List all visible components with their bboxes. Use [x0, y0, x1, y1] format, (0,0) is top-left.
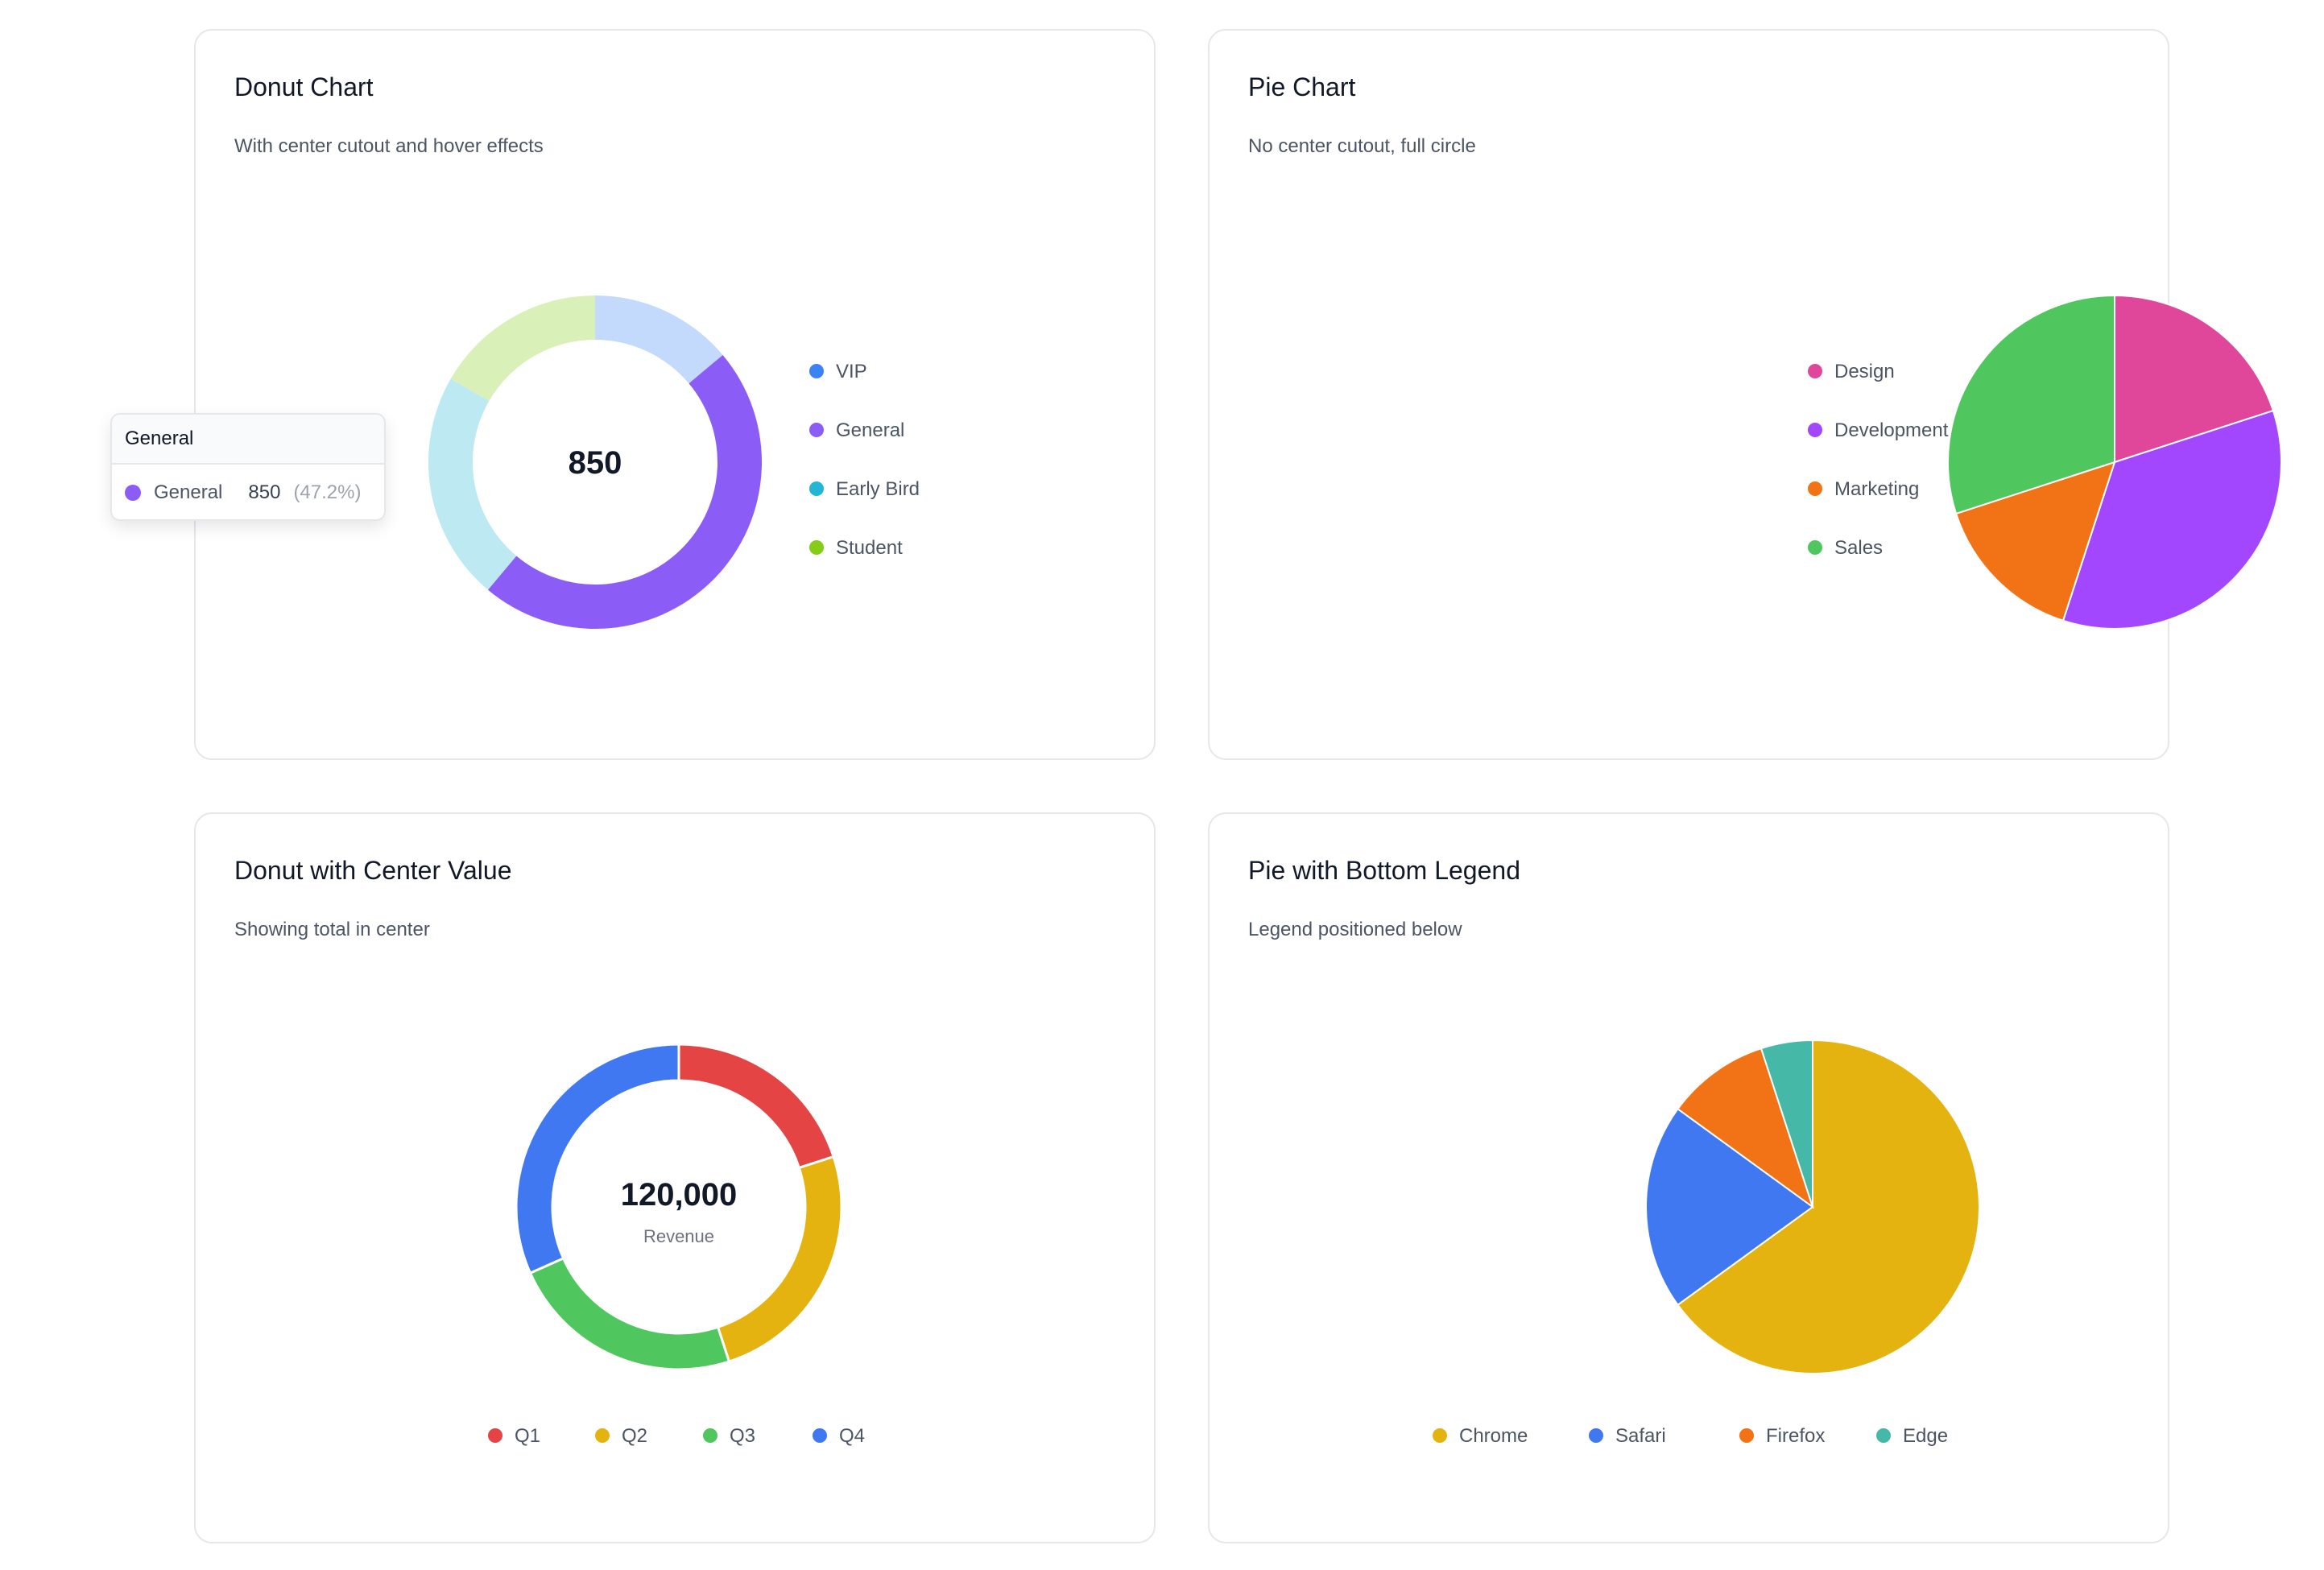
legend-swatch: [809, 481, 824, 496]
legend-swatch: [813, 1428, 827, 1443]
legend-swatch: [1808, 364, 1822, 378]
legend-item-q1[interactable]: Q1: [488, 1425, 540, 1447]
legend-label: General: [836, 419, 904, 441]
chart-subtitle: With center cutout and hover effects: [234, 135, 544, 157]
legend-label: Sales: [1834, 537, 1883, 559]
legend-item-early-bird[interactable]: Early Bird: [809, 478, 920, 500]
legend-label: Student: [836, 537, 903, 559]
slice-chrome[interactable]: [1677, 1039, 1980, 1374]
center-value: 120,000: [621, 1177, 738, 1213]
legend-item-vip[interactable]: VIP: [809, 361, 867, 382]
slice-edge[interactable]: [1760, 1039, 1813, 1208]
legend-label: Q3: [730, 1425, 755, 1447]
donut-chart-plot[interactable]: VIP General Early Bird Student 850: [196, 31, 1157, 762]
legend-label: Design: [1834, 361, 1895, 382]
chart-title: Donut Chart: [234, 72, 374, 101]
slice-q3[interactable]: [528, 1256, 731, 1371]
legend-item-edge[interactable]: Edge: [1876, 1425, 1948, 1447]
tooltip-title: General: [112, 415, 384, 465]
legend-label: Q1: [515, 1425, 540, 1447]
legend-item-firefox[interactable]: Firefox: [1739, 1425, 1825, 1447]
chart-title: Donut with Center Value: [234, 856, 512, 885]
legend-item-q2[interactable]: Q2: [595, 1425, 647, 1447]
legend-item-marketing[interactable]: Marketing: [1808, 478, 1919, 500]
chart-subtitle: Showing total in center: [234, 919, 430, 940]
legend-swatch: [1808, 481, 1822, 496]
center-value: 850: [569, 445, 622, 481]
chart-title: Pie Chart: [1248, 72, 1356, 101]
tooltip-row: General 850 (47.2%): [112, 465, 384, 519]
legend-label: VIP: [836, 361, 867, 382]
legend-label: Early Bird: [836, 478, 920, 500]
slice-development[interactable]: [2061, 409, 2282, 630]
chart-subtitle: No center cutout, full circle: [1248, 135, 1476, 157]
legend-swatch: [809, 364, 824, 378]
legend-swatch: [1589, 1428, 1603, 1443]
legend-label: Development: [1834, 419, 1949, 441]
legend-label: Q2: [622, 1425, 647, 1447]
slice-sales[interactable]: [1947, 294, 2115, 515]
slice-student[interactable]: [450, 295, 595, 401]
legend-item-chrome[interactable]: Chrome: [1433, 1425, 1528, 1447]
slice-q4[interactable]: [515, 1043, 680, 1275]
donut-chart-card: Donut Chart With center cutout and hover…: [194, 29, 1156, 760]
legend-label: Q4: [839, 1425, 865, 1447]
slice-safari[interactable]: [1645, 1107, 1814, 1307]
legend-label: Edge: [1903, 1425, 1948, 1447]
legend-swatch: [1808, 540, 1822, 555]
slice-vip[interactable]: [595, 295, 723, 384]
slice-marketing[interactable]: [1954, 461, 2116, 622]
legend-label: Firefox: [1766, 1425, 1825, 1447]
tooltip-series-name: General: [154, 481, 223, 503]
legend-swatch: [1433, 1428, 1447, 1443]
chart-title: Pie with Bottom Legend: [1248, 856, 1520, 885]
slice-firefox[interactable]: [1677, 1047, 1814, 1209]
center-label: Revenue: [643, 1226, 714, 1246]
slice-general[interactable]: [487, 354, 763, 630]
legend-item-sales[interactable]: Sales: [1808, 537, 1883, 559]
slice-early-bird[interactable]: [428, 378, 517, 590]
legend-swatch: [595, 1428, 610, 1443]
slice-q1[interactable]: [677, 1043, 836, 1170]
slice-design[interactable]: [2114, 294, 2275, 464]
tooltip-color-dot: [125, 485, 141, 501]
chart-subtitle: Legend positioned below: [1248, 919, 1462, 940]
pie-chart-card: Pie Chart No center cutout, full circle …: [1208, 29, 2282, 762]
legend-label: Chrome: [1459, 1425, 1528, 1447]
legend-swatch: [1739, 1428, 1754, 1443]
legend-item-student[interactable]: Student: [809, 537, 903, 559]
donut-center-value-plot[interactable]: Q1 Q2 Q3 Q4 120,000 Revenue: [196, 814, 1157, 1545]
legend-item-design[interactable]: Design: [1808, 361, 1895, 382]
pie-chart-plot[interactable]: Design Development Marketing Sales: [1210, 31, 2282, 762]
donut-center-value-card: Donut with Center Value Showing total in…: [194, 812, 1156, 1543]
tooltip-percent: (47.2%): [293, 481, 362, 503]
legend-item-q3[interactable]: Q3: [703, 1425, 755, 1447]
legend-item-development[interactable]: Development: [1808, 419, 1949, 441]
pie-bottom-legend-plot[interactable]: Chrome Safari Firefox Edge: [1210, 814, 2171, 1545]
legend-swatch: [1876, 1428, 1891, 1443]
tooltip-value: 850: [248, 481, 281, 503]
legend-swatch: [809, 423, 824, 437]
legend-label: Marketing: [1834, 478, 1919, 500]
legend-swatch: [1808, 423, 1822, 437]
pie-bottom-legend-card: Pie with Bottom Legend Legend positioned…: [1208, 812, 2169, 1543]
chart-tooltip: General General 850 (47.2%): [110, 413, 386, 521]
legend-item-safari[interactable]: Safari: [1589, 1425, 1666, 1447]
legend-swatch: [703, 1428, 717, 1443]
legend-swatch: [809, 540, 824, 555]
legend-item-general[interactable]: General: [809, 419, 904, 441]
legend-label: Safari: [1615, 1425, 1666, 1447]
legend-swatch: [488, 1428, 502, 1443]
legend-item-q4[interactable]: Q4: [813, 1425, 865, 1447]
